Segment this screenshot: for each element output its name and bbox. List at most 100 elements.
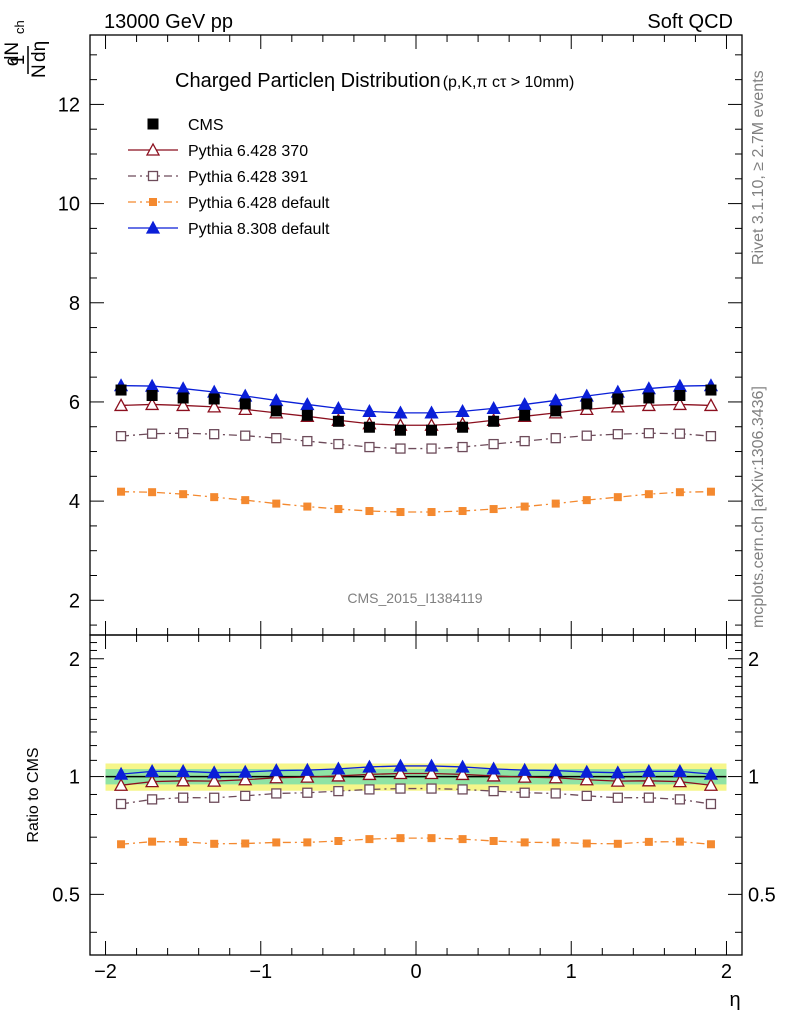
series-point-1 bbox=[333, 438, 344, 450]
ratio-tick-label-right: 0.5 bbox=[748, 884, 776, 906]
series-point-1 bbox=[146, 428, 158, 439]
ratio-line-1 bbox=[120, 787, 712, 805]
ratio-series-group bbox=[113, 758, 719, 849]
series-point-0 bbox=[207, 399, 222, 413]
series-point-1 bbox=[457, 441, 468, 453]
ratio-y-axis-label: Ratio to CMS bbox=[25, 747, 42, 842]
svg-text:N: N bbox=[29, 64, 50, 78]
chart-title-main: Charged Particleη Distribution bbox=[175, 70, 441, 92]
ratio-point-0 bbox=[703, 777, 719, 791]
ratio-point-0 bbox=[300, 769, 315, 783]
ratio-line-0 bbox=[120, 772, 712, 786]
data-point bbox=[332, 415, 344, 427]
series-point-1 bbox=[302, 435, 313, 447]
data-point bbox=[239, 398, 251, 410]
ratio-point-2 bbox=[489, 836, 498, 845]
ratio-point-2 bbox=[458, 835, 467, 844]
series-point-0 bbox=[610, 399, 625, 413]
ratio-point-2 bbox=[427, 834, 436, 843]
ratio-point-2 bbox=[148, 837, 157, 846]
legend: CMS Pythia 6.428 370 Pythia 6.428 391 Pythi… bbox=[128, 117, 330, 238]
ratio-point-1 bbox=[209, 792, 220, 803]
ratio-point-3 bbox=[269, 763, 284, 777]
ratio-point-3 bbox=[393, 758, 408, 772]
data-point bbox=[581, 398, 593, 410]
series-point-2 bbox=[489, 505, 498, 514]
data-point bbox=[208, 393, 220, 405]
ratio-point-1 bbox=[705, 798, 717, 810]
ratio-point-2 bbox=[675, 837, 684, 846]
data-point bbox=[301, 409, 313, 421]
ratio-point-2 bbox=[334, 836, 343, 845]
series-point-2 bbox=[148, 488, 157, 497]
ratio-point-0 bbox=[672, 774, 687, 788]
ratio-point-2 bbox=[117, 840, 126, 849]
series-point-2 bbox=[210, 493, 219, 502]
series-point-2 bbox=[396, 508, 405, 517]
legend-label: Pythia 6.428 370 bbox=[188, 143, 308, 160]
ratio-point-2 bbox=[582, 839, 591, 848]
y-axis-label-numerator: dN ch bbox=[2, 20, 27, 66]
ratio-point-2 bbox=[706, 840, 715, 849]
ratio-tick-label-right: 2 bbox=[748, 649, 759, 671]
legend-item: Pythia 6.428 391 bbox=[128, 169, 308, 186]
y-tick-label: 2 bbox=[69, 590, 80, 612]
data-point bbox=[488, 415, 500, 427]
data-point bbox=[115, 384, 127, 396]
ratio-point-1 bbox=[395, 783, 406, 794]
analysis-watermark: CMS_2015_I1384119 bbox=[347, 590, 482, 606]
rivet-label: Rivet 3.1.10, ≥ 2.7M events bbox=[750, 70, 767, 265]
ratio-point-1 bbox=[115, 798, 127, 810]
series-point-1 bbox=[395, 443, 406, 454]
ratio-point-0 bbox=[641, 773, 656, 787]
series-point-3 bbox=[362, 404, 377, 418]
ratio-point-0 bbox=[517, 769, 532, 783]
svg-text:dN: dN bbox=[2, 42, 23, 66]
header-left-label: 13000 GeV pp bbox=[104, 11, 233, 33]
legend-marker bbox=[145, 142, 161, 156]
series-point-3 bbox=[300, 397, 315, 411]
series-point-3 bbox=[486, 401, 501, 415]
header-right-label: Soft QCD bbox=[647, 11, 733, 33]
series-point-1 bbox=[240, 430, 251, 441]
series-point-0 bbox=[641, 398, 656, 412]
data-point bbox=[270, 405, 282, 417]
legend-marker bbox=[147, 170, 159, 182]
ratio-point-0 bbox=[331, 768, 346, 782]
ratio-tick-label-left: 1 bbox=[69, 767, 80, 789]
ratio-tick-label-left: 2 bbox=[69, 649, 80, 671]
legend-marker bbox=[147, 118, 159, 130]
data-point bbox=[612, 393, 624, 405]
ratio-point-1 bbox=[674, 794, 686, 805]
ratio-point-2 bbox=[241, 839, 250, 848]
legend-item: Pythia 8.308 default bbox=[128, 220, 330, 238]
series-point-2 bbox=[427, 508, 436, 517]
series-point-1 bbox=[612, 429, 623, 440]
ratio-point-1 bbox=[643, 792, 655, 803]
legend-item: CMS bbox=[147, 117, 224, 134]
ratio-point-3 bbox=[610, 765, 625, 779]
series-point-1 bbox=[550, 432, 561, 444]
data-point bbox=[363, 421, 375, 433]
ratio-point-3 bbox=[672, 764, 687, 778]
ratio-tick-label-right: 1 bbox=[748, 767, 759, 789]
data-point bbox=[146, 389, 158, 401]
y-tick-label: 6 bbox=[69, 392, 80, 414]
ratio-point-0 bbox=[424, 766, 439, 780]
series-line-2 bbox=[121, 491, 711, 513]
ratio-point-2 bbox=[303, 838, 312, 847]
series-point-2 bbox=[582, 496, 591, 505]
svg-text:dη: dη bbox=[29, 41, 50, 62]
series-point-3 bbox=[424, 405, 439, 419]
ratio-point-0 bbox=[362, 767, 377, 781]
ratio-point-0 bbox=[145, 774, 160, 788]
ratio-point-1 bbox=[457, 784, 468, 795]
series-line-3 bbox=[121, 384, 711, 414]
series-line-1 bbox=[120, 432, 712, 450]
ratio-point-1 bbox=[302, 787, 313, 798]
series-point-2 bbox=[613, 493, 622, 502]
series-point-2 bbox=[303, 502, 312, 511]
series-point-1 bbox=[488, 438, 499, 450]
